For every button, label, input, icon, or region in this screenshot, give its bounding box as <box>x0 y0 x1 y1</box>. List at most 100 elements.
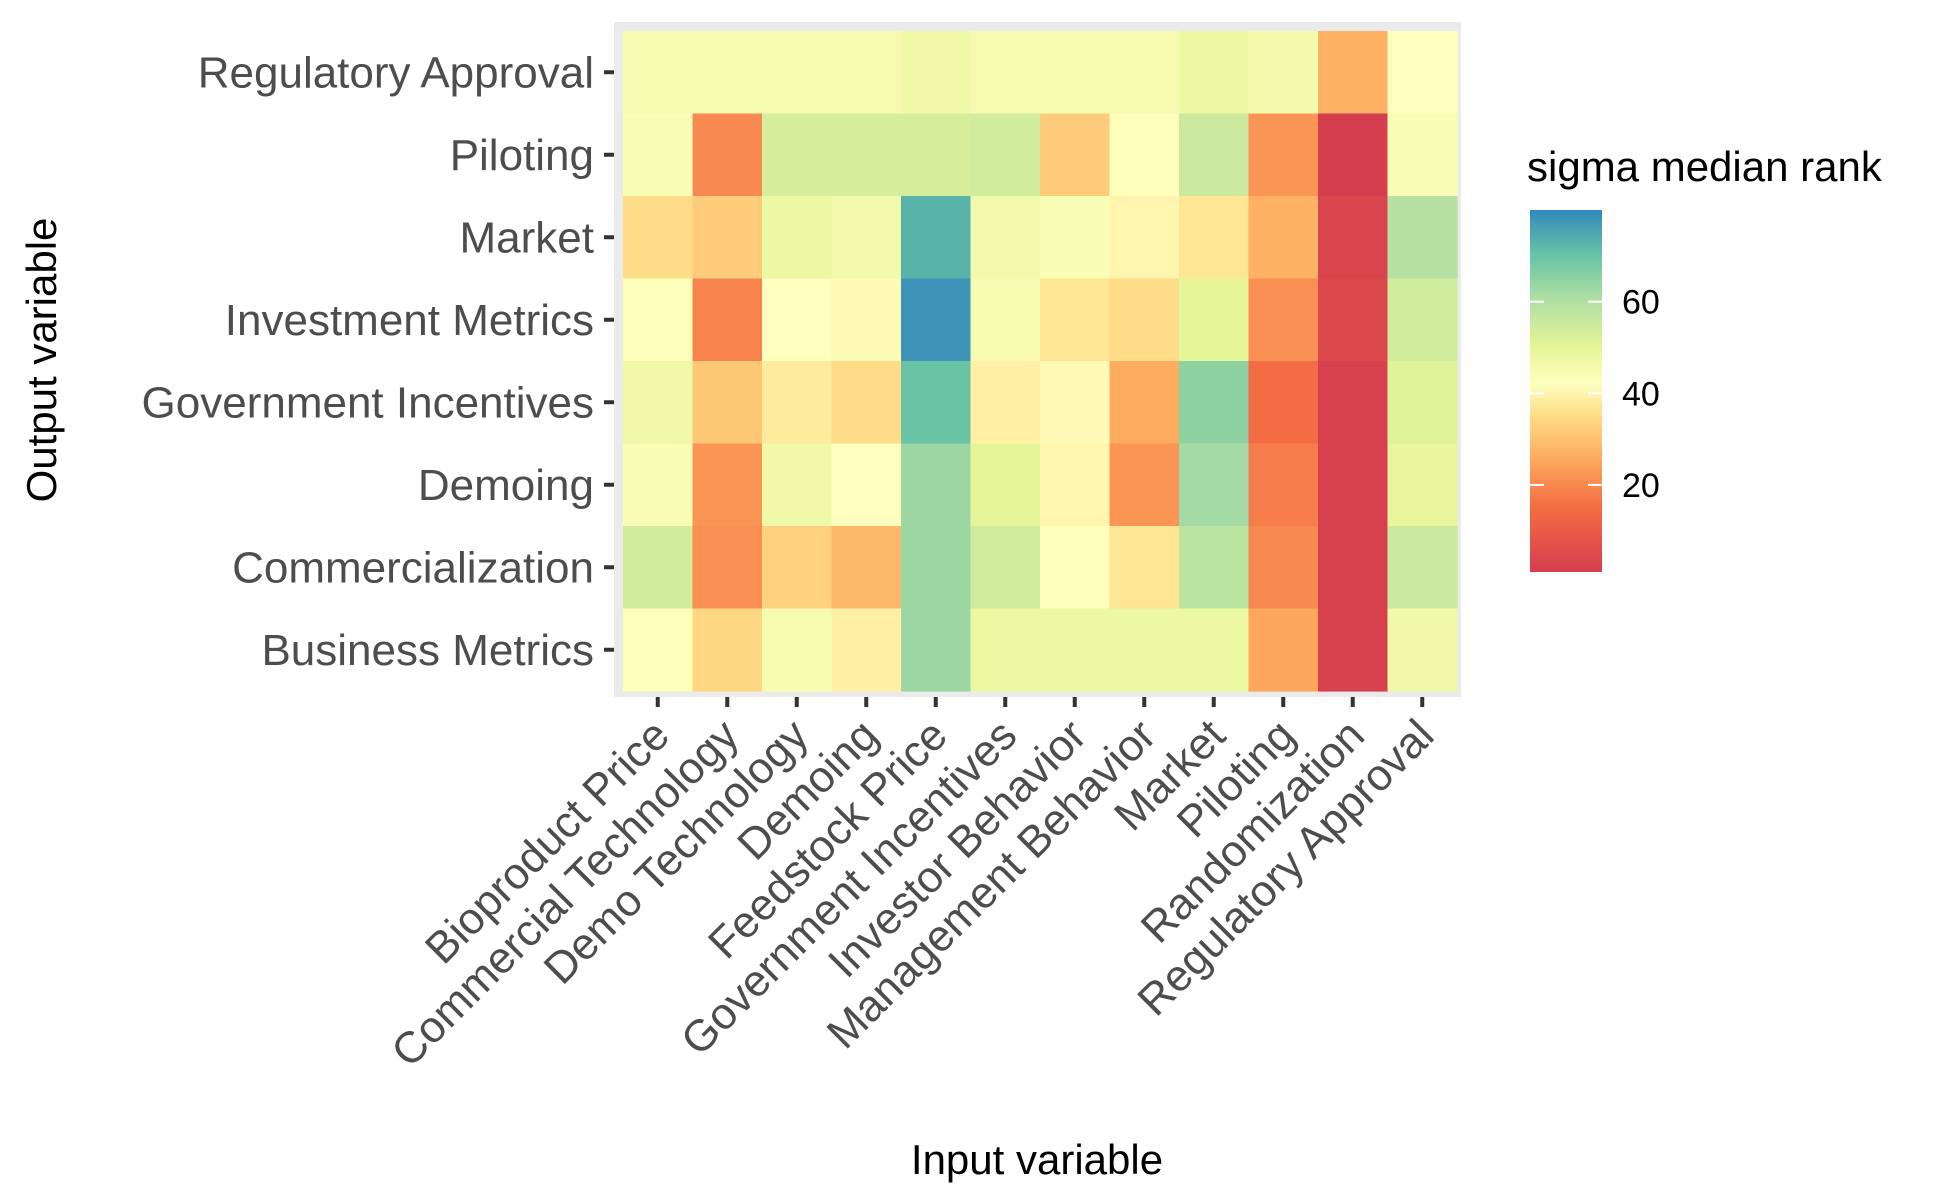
heatmap-cell <box>1248 31 1319 115</box>
heatmap-cell <box>831 31 902 115</box>
heatmap-cell <box>1248 608 1319 692</box>
heatmap-cell <box>1109 608 1180 692</box>
heatmap-cell <box>1318 278 1389 362</box>
heatmap-cell <box>831 526 902 610</box>
heatmap-cell <box>970 31 1041 115</box>
legend-title: sigma median rank <box>1527 143 1883 190</box>
heatmap-cell <box>1179 278 1250 362</box>
heatmap-cell <box>831 113 902 197</box>
y-tick-label: Business Metrics <box>261 626 594 675</box>
heatmap-cell <box>1179 196 1250 280</box>
heatmap-cell <box>692 278 763 362</box>
y-tick-label: Regulatory Approval <box>198 48 594 97</box>
heatmap-cell <box>1387 31 1458 115</box>
heatmap-cell <box>762 608 833 692</box>
heatmap-cell <box>1248 361 1319 445</box>
heatmap-cell <box>901 443 972 527</box>
heatmap-cell <box>623 361 694 445</box>
heatmap-cell <box>970 526 1041 610</box>
heatmap-cell <box>1387 361 1458 445</box>
heatmap-cell <box>623 443 694 527</box>
heatmap-cell <box>1040 113 1111 197</box>
heatmap-cell <box>1040 361 1111 445</box>
heatmap-cell <box>1318 31 1389 115</box>
heatmap-cell <box>1248 526 1319 610</box>
heatmap-cell <box>1318 361 1389 445</box>
heatmap-cell <box>1040 31 1111 115</box>
heatmap-cell <box>692 113 763 197</box>
heatmap-cell <box>901 608 972 692</box>
y-tick-label: Piloting <box>450 131 594 180</box>
heatmap-cell <box>970 443 1041 527</box>
heatmap-cell <box>1109 196 1180 280</box>
heatmap-cell <box>1179 31 1250 115</box>
heatmap-cell <box>901 31 972 115</box>
heatmap-cell <box>1248 443 1319 527</box>
y-axis-title: Output variable <box>18 218 65 503</box>
heatmap-cell <box>692 361 763 445</box>
heatmap-cell <box>762 31 833 115</box>
heatmap-cell <box>1109 31 1180 115</box>
heatmap-cell <box>1179 443 1250 527</box>
heatmap-cell <box>831 278 902 362</box>
heatmap-cell <box>1109 361 1180 445</box>
heatmap-cell <box>1179 361 1250 445</box>
y-tick-label: Demoing <box>418 461 594 510</box>
heatmap-cell <box>762 526 833 610</box>
heatmap-cell <box>970 278 1041 362</box>
y-tick-label: Investment Metrics <box>225 296 594 345</box>
heatmap-cell <box>831 608 902 692</box>
heatmap-cell <box>1387 526 1458 610</box>
heatmap-cell <box>623 31 694 115</box>
heatmap-cell <box>1040 526 1111 610</box>
heatmap-cell <box>623 526 694 610</box>
x-axis-title: Input variable <box>911 1136 1163 1183</box>
heatmap-cell <box>1318 443 1389 527</box>
heatmap-cell <box>901 526 972 610</box>
heatmap-cell <box>1179 113 1250 197</box>
heatmap-cell <box>1387 608 1458 692</box>
heatmap-cell <box>901 113 972 197</box>
heatmap-cell <box>1248 278 1319 362</box>
heatmap-cell <box>1040 278 1111 362</box>
heatmap-cell <box>970 608 1041 692</box>
y-tick-label: Commercialization <box>232 543 594 592</box>
heatmap-cell <box>1109 113 1180 197</box>
y-tick-label: Market <box>460 213 594 262</box>
heatmap-cell <box>692 608 763 692</box>
heatmap-cell <box>901 278 972 362</box>
heatmap-cell <box>831 196 902 280</box>
heatmap-cell <box>901 196 972 280</box>
heatmap-cell <box>1109 443 1180 527</box>
heatmap-cell <box>623 113 694 197</box>
heatmap-cell <box>1318 608 1389 692</box>
heatmap-cell <box>1387 113 1458 197</box>
heatmap-cell <box>1387 443 1458 527</box>
heatmap-cell <box>1318 113 1389 197</box>
heatmap-cell <box>970 361 1041 445</box>
heatmap-cell <box>1040 608 1111 692</box>
legend-tick-label: 20 <box>1622 467 1660 505</box>
legend-colorbar <box>1530 210 1602 572</box>
heatmap-cell <box>1318 196 1389 280</box>
legend-tick-label: 40 <box>1622 375 1660 413</box>
heatmap-cell <box>1040 443 1111 527</box>
heatmap-cell <box>623 196 694 280</box>
heatmap-cell <box>970 196 1041 280</box>
y-tick-label: Government Incentives <box>142 378 594 427</box>
heatmap-cell <box>762 278 833 362</box>
heatmap-cell <box>831 443 902 527</box>
heatmap-cell <box>762 196 833 280</box>
heatmap-cell <box>1248 113 1319 197</box>
heatmap-cell <box>1109 526 1180 610</box>
heatmap-cell <box>970 113 1041 197</box>
heatmap-cell <box>831 361 902 445</box>
heatmap-cell <box>1179 608 1250 692</box>
heatmap-cell <box>1040 196 1111 280</box>
heatmap-cell <box>1248 196 1319 280</box>
heatmap-cell <box>692 526 763 610</box>
heatmap-cell <box>762 361 833 445</box>
heatmap-cell <box>1387 196 1458 280</box>
heatmap-cell <box>1109 278 1180 362</box>
